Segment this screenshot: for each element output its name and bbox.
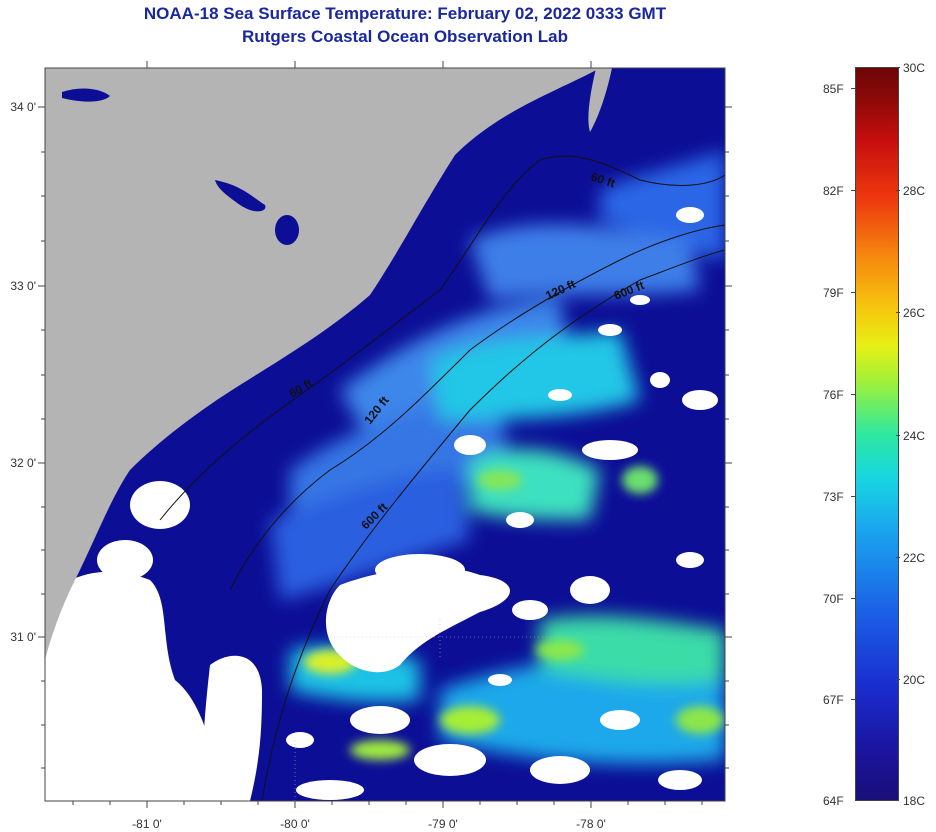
inland-lake: [275, 215, 299, 245]
inland-lake: [62, 88, 110, 102]
colorbar-tick: [896, 312, 900, 313]
colorbar-label-f: 82F: [823, 184, 844, 198]
lon-label: -79 0': [428, 817, 458, 831]
colorbar-tick: [851, 598, 855, 599]
lat-label: 34 0': [10, 100, 36, 114]
colorbar-tick: [896, 190, 900, 191]
colorbar-label-c: 28C: [903, 184, 926, 198]
colorbar-label-f: 85F: [823, 82, 844, 96]
colorbar-label-f: 70F: [823, 592, 844, 606]
lat-label: 32 0': [10, 456, 36, 470]
inland-lake: [215, 180, 266, 212]
lon-label: -80 0': [280, 817, 310, 831]
colorbar-tick: [896, 435, 900, 436]
map-title: NOAA-18 Sea Surface Temperature: Februar…: [143, 4, 667, 23]
colorbar-tick: [851, 496, 855, 497]
lon-ticks: [72, 61, 703, 808]
colorbar-tick: [851, 88, 855, 89]
temperature-colorbar: [855, 67, 899, 801]
lat-label: 33 0': [10, 279, 36, 293]
map-frame: [44, 67, 726, 802]
colorbar-tick: [896, 67, 900, 68]
colorbar-tick: [851, 292, 855, 293]
colorbar-label-c: 26C: [903, 306, 926, 320]
colorbar-label-f: 73F: [823, 490, 844, 504]
colorbar-label-c: 20C: [903, 673, 926, 687]
colorbar-label-f: 64F: [823, 794, 844, 808]
lon-label: -78 0': [576, 817, 606, 831]
colorbar-label-c: 30C: [903, 61, 926, 75]
land-coastline: [45, 68, 600, 660]
sst-map: 60 ft 60 ft 120 ft 120 ft 600 ft 600 ft …: [10, 61, 732, 831]
colorbar-label-c: 22C: [903, 551, 926, 565]
lon-label: -81 0': [132, 817, 162, 831]
colorbar-tick: [851, 190, 855, 191]
lat-ticks: [38, 106, 732, 769]
colorbar-label-c: 24C: [903, 429, 926, 443]
colorbar-label-f: 67F: [823, 693, 844, 707]
graticule: [294, 620, 725, 801]
depth-contours: [159, 155, 725, 801]
lat-label: 31 0': [10, 630, 36, 644]
colorbar-tick: [896, 679, 900, 680]
colorbar-label-f: 76F: [823, 388, 844, 402]
map-subtitle: Rutgers Coastal Ocean Observation Lab: [242, 27, 568, 46]
colorbar-tick: [896, 557, 900, 558]
colorbar-label-c: 18C: [903, 794, 926, 808]
colorbar-tick: [851, 394, 855, 395]
colorbar-label-f: 79F: [823, 286, 844, 300]
colorbar-tick: [851, 699, 855, 700]
land-cape: [588, 68, 612, 132]
cloud-cover: [45, 207, 718, 801]
